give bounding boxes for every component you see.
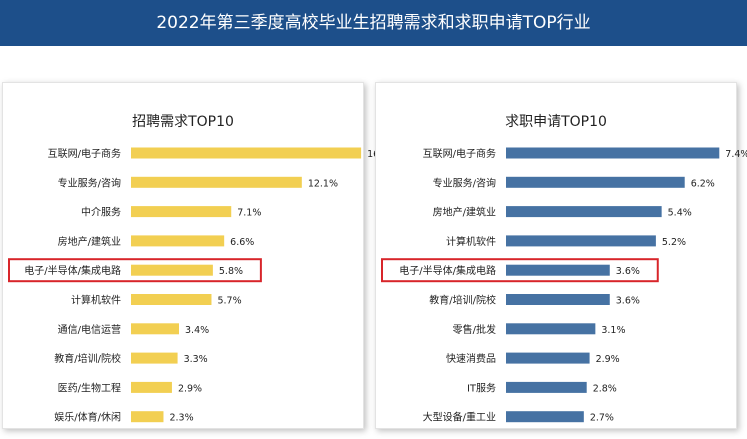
- category-label: 专业服务/咨询: [433, 176, 496, 189]
- bar: [131, 206, 232, 218]
- category-label: 零售/批发: [453, 323, 496, 336]
- value-label: 7.4%: [725, 149, 747, 160]
- category-label: 中介服务: [81, 206, 121, 219]
- job-application-panel: 求职申请TOP10 互联网/电子商务 7.4% 专业服务/咨询 6.2% 房地产/建筑业…: [375, 82, 747, 429]
- value-label: 5.8%: [219, 266, 243, 277]
- bar: [131, 381, 172, 393]
- category-label: 教育/培训/院校: [54, 352, 121, 365]
- bar: [506, 176, 685, 188]
- value-label: 12.1%: [308, 178, 338, 189]
- category-label: IT服务: [467, 381, 496, 394]
- value-label: 2.9%: [178, 383, 202, 394]
- value-label: 5.4%: [668, 208, 692, 219]
- category-label: 计算机软件: [446, 235, 496, 248]
- bar: [506, 323, 596, 335]
- value-label: 6.6%: [230, 237, 254, 248]
- job-application-chart: 互联网/电子商务 7.4% 专业服务/咨询 6.2% 房地产/建筑业 5.4% 计算机软件 5…: [381, 147, 747, 424]
- category-label: 娱乐/体育/休闲: [54, 411, 121, 424]
- value-label: 6.2%: [691, 178, 715, 189]
- category-label: 电子/半导体/集成电路: [399, 264, 496, 277]
- bar: [506, 147, 720, 159]
- bar: [131, 264, 213, 276]
- recruitment-demand-panel: 招聘需求TOP10 互联网/电子商务16.3%专业服务/咨询12.1%中介服务7…: [2, 82, 397, 429]
- value-label: 3.3%: [184, 354, 208, 365]
- page-title: 2022年第三季度高校毕业生招聘需求和求职申请TOP行业: [156, 13, 591, 33]
- bar: [131, 352, 178, 364]
- value-label: 2.7%: [590, 413, 614, 424]
- chart-title: 求职申请TOP10: [505, 114, 607, 130]
- bar: [131, 235, 225, 247]
- category-label: 快速消费品: [446, 352, 496, 365]
- chart-title: 招聘需求TOP10: [132, 114, 234, 130]
- category-label: 教育/培训/院校: [429, 294, 496, 307]
- bar: [506, 294, 610, 305]
- header-banner: 2022年第三季度高校毕业生招聘需求和求职申请TOP行业: [0, 0, 747, 46]
- category-label: 互联网/电子商务: [48, 147, 121, 160]
- highlight-box: [8, 258, 262, 283]
- value-label: 2.8%: [593, 383, 617, 394]
- bar: [131, 176, 302, 188]
- bar: [506, 206, 662, 218]
- bar: [506, 352, 590, 364]
- category-label: 互联网/电子商务: [423, 147, 496, 160]
- category-label: 医药/生物工程: [58, 381, 121, 394]
- category-label: 电子/半导体/集成电路: [24, 264, 121, 277]
- category-label: 通信/电信运营: [58, 323, 121, 336]
- bar: [506, 381, 587, 393]
- value-label: 3.6%: [616, 266, 640, 277]
- bar: [131, 294, 212, 305]
- value-label: 2.3%: [169, 413, 193, 424]
- category-label: 房地产/建筑业: [58, 235, 121, 248]
- bar: [506, 264, 610, 276]
- recruitment-demand-chart: 互联网/电子商务16.3%专业服务/咨询12.1%中介服务7.1%房地产/建筑业…: [8, 147, 397, 424]
- value-label: 3.1%: [601, 325, 625, 336]
- value-label: 2.9%: [596, 354, 620, 365]
- category-label: 计算机软件: [71, 294, 121, 307]
- value-label: 3.6%: [616, 296, 640, 307]
- bar: [131, 147, 362, 159]
- category-label: 房地产/建筑业: [433, 206, 496, 219]
- bar: [506, 411, 584, 423]
- value-label: 5.7%: [217, 296, 241, 307]
- bar: [131, 411, 164, 423]
- category-label: 专业服务/咨询: [58, 176, 121, 189]
- bar: [131, 323, 179, 335]
- category-label: 大型设备/重工业: [423, 411, 496, 424]
- bar: [506, 235, 656, 247]
- value-label: 5.2%: [662, 237, 686, 248]
- highlight-box: [381, 258, 659, 283]
- value-label: 3.4%: [185, 325, 209, 336]
- value-label: 7.1%: [237, 208, 261, 219]
